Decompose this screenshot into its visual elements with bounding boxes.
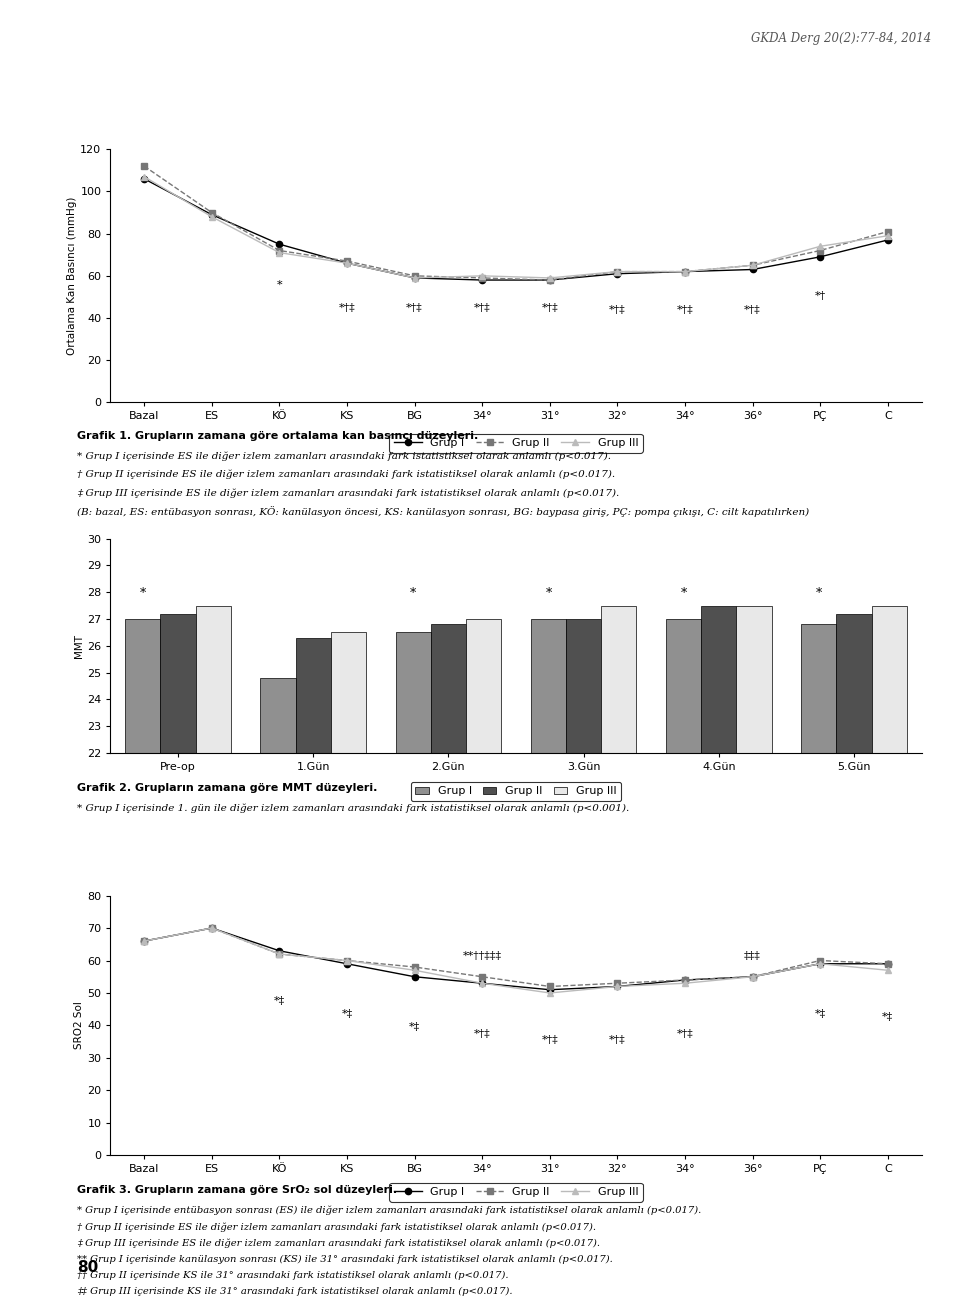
Text: *†: *† [815,291,826,301]
Text: *†‡: *†‡ [677,305,693,315]
Bar [566,619,601,1298]
Text: *: * [276,280,282,289]
Text: (B: bazal, ES: entübasyon sonrası, KÖ: kanülasyon öncesi, KS: kanülasyon sonrası: (B: bazal, ES: entübasyon sonrası, KÖ: k… [77,506,809,517]
Text: † Grup II içerisinde ES ile diğer izlem zamanları arasındaki fark istatistiksel : † Grup II içerisinde ES ile diğer izlem … [77,470,615,479]
Y-axis label: Ortalama Kan Basıncı (mmHg): Ortalama Kan Basıncı (mmHg) [67,196,78,356]
Bar [125,619,160,1298]
Text: *†‡: *†‡ [339,304,355,313]
Bar [601,606,636,1298]
Text: *‡: *‡ [409,1023,420,1032]
Text: *†‡: *†‡ [474,304,491,313]
Text: *†‡: *†‡ [609,305,626,315]
Text: † Grup II içerisinde ES ile diğer izlem zamanları arasındaki fark istatistiksel : † Grup II içerisinde ES ile diğer izlem … [77,1223,596,1232]
Bar [431,624,466,1298]
Bar [331,632,366,1298]
Text: * Grup I içerisinde ES ile diğer izlem zamanları arasındaki fark istatistiksel o: * Grup I içerisinde ES ile diğer izlem z… [77,452,611,461]
Text: * Grup I içerisinde entübasyon sonrası (ES) ile diğer izlem zamanları arasındaki: * Grup I içerisinde entübasyon sonrası (… [77,1206,701,1215]
Text: ‡‡ Grup III içerisinde KS ile 31° arasındaki fark istatistiksel olarak anlamlı (: ‡‡ Grup III içerisinde KS ile 31° arasın… [77,1288,513,1297]
Text: Grafik 3. Grupların zamana göre SrO₂ sol düzeyleri.: Grafik 3. Grupların zamana göre SrO₂ sol… [77,1185,396,1195]
Y-axis label: MMT: MMT [74,633,84,658]
Text: * Grup I içerisinde 1. gün ile diğer izlem zamanları arasındaki fark istatistiks: * Grup I içerisinde 1. gün ile diğer izl… [77,803,629,813]
Text: ** Grup I içerisinde kanülasyon sonrası (KS) ile 31° arasındaki fark istatistiks: ** Grup I içerisinde kanülasyon sonrası … [77,1254,612,1264]
Text: GKDA Derg 20(2):77-84, 2014: GKDA Derg 20(2):77-84, 2014 [751,32,931,45]
Legend: Grup I, Grup II, Grup III: Grup I, Grup II, Grup III [411,781,621,801]
Text: *: * [816,587,822,600]
Text: Grafik 2. Grupların zamana göre MMT düzeyleri.: Grafik 2. Grupların zamana göre MMT düze… [77,783,377,793]
Text: *†‡: *†‡ [744,305,761,315]
Text: ‡ Grup III içerisinde ES ile diğer izlem zamanları arasındaki fark istatistiksel: ‡ Grup III içerisinde ES ile diğer izlem… [77,1238,600,1247]
Text: †† Grup II içerisinde KS ile 31° arasındaki fark istatistiksel olarak anlamlı (p: †† Grup II içerisinde KS ile 31° arasınd… [77,1271,508,1280]
Text: Grafik 1. Grupların zamana göre ortalama kan basıncı düzeyleri.: Grafik 1. Grupların zamana göre ortalama… [77,431,478,441]
Text: *: * [410,587,417,600]
Text: *†‡: *†‡ [474,1028,491,1038]
Y-axis label: SRO2 Sol: SRO2 Sol [75,1002,84,1049]
Bar [466,619,501,1298]
Bar [666,619,701,1298]
Text: **††‡‡‡: **††‡‡‡ [463,950,502,961]
Text: *†‡: *†‡ [406,304,423,313]
Bar [872,606,907,1298]
Text: *: * [140,587,146,600]
Legend: Grup I, Grup II, Grup III: Grup I, Grup II, Grup III [390,434,642,453]
Text: *‡: *‡ [274,997,285,1006]
Bar [160,614,196,1298]
Bar [196,606,230,1298]
Text: *: * [681,587,686,600]
Text: *†‡: *†‡ [541,1036,558,1045]
Text: 80: 80 [77,1259,98,1275]
Bar [736,606,772,1298]
Text: *†‡: *†‡ [677,1028,693,1038]
Bar [802,624,836,1298]
Bar [296,637,331,1298]
Text: *‡: *‡ [815,1010,826,1019]
Text: *†‡: *†‡ [609,1036,626,1045]
Bar [836,614,872,1298]
Text: ‡‡‡: ‡‡‡ [744,950,761,961]
Bar [260,678,296,1298]
Text: *: * [545,587,552,600]
Text: *†‡: *†‡ [541,304,558,313]
Text: *‡: *‡ [882,1012,894,1023]
Text: *‡: *‡ [342,1010,352,1019]
Bar [396,632,431,1298]
Text: ‡ Grup III içerisinde ES ile diğer izlem zamanları arasındaki fark istatistiksel: ‡ Grup III içerisinde ES ile diğer izlem… [77,488,619,497]
Bar [531,619,566,1298]
Legend: Grup I, Grup II, Grup III: Grup I, Grup II, Grup III [390,1182,642,1202]
Bar [701,606,736,1298]
